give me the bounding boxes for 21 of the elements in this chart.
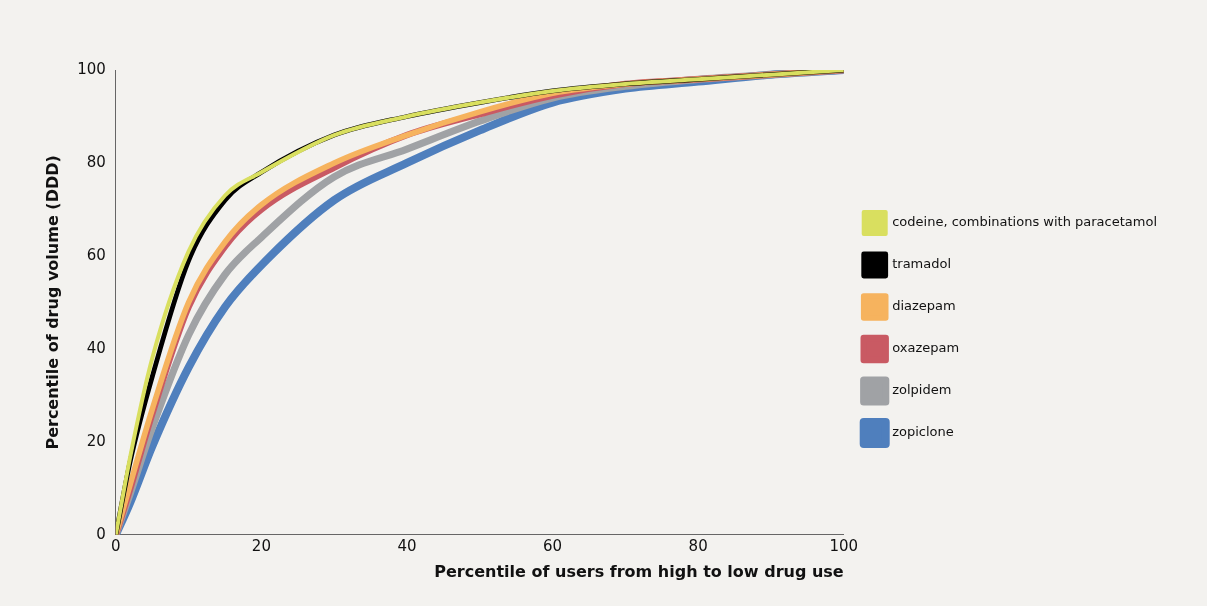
x-tick-label: 60 — [543, 536, 563, 555]
legend-label: tramadol — [892, 256, 952, 272]
legend-label: codeine, combinations with paracetamol — [892, 214, 1158, 230]
x-tick-label: 20 — [251, 536, 271, 555]
y-axis-title: Percentile of drug volume (DDD) — [42, 155, 62, 450]
y-tick-label: 0 — [96, 524, 106, 543]
x-tick-label: 100 — [829, 536, 859, 555]
y-tick-label: 60 — [86, 245, 106, 264]
y-tick-label: 100 — [77, 59, 106, 78]
x-tick-label: 0 — [111, 536, 121, 555]
y-tick-label: 20 — [86, 431, 106, 450]
line-series — [115, 70, 844, 535]
y-tick-label: 80 — [86, 152, 106, 171]
legend-label: oxazepam — [892, 340, 960, 356]
legend-label: diazepam — [892, 298, 956, 314]
x-tick-label: 40 — [397, 536, 417, 555]
x-axis-title: Percentile of users from high to low drug use — [434, 561, 844, 581]
x-tick-label: 80 — [688, 536, 708, 555]
legend-label: zolpidem — [892, 382, 952, 398]
y-tick-label: 40 — [86, 338, 106, 357]
legend-label: zopiclone — [892, 424, 954, 440]
